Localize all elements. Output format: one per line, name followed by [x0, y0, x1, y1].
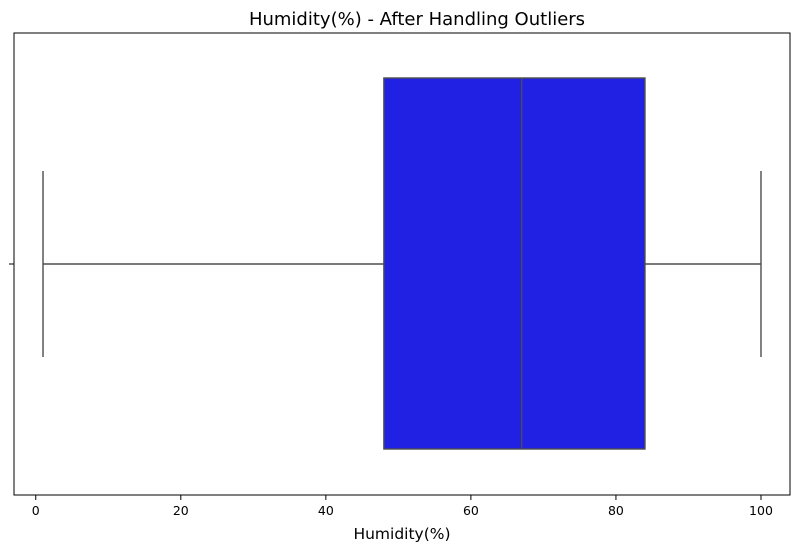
x-tick-label: 40	[318, 503, 334, 518]
x-axis-ticks: 0 20 40 60 80 100	[32, 495, 773, 518]
x-tick-label: 0	[32, 503, 40, 518]
x-tick-label: 100	[749, 503, 773, 518]
boxplot-series	[42, 77, 762, 450]
chart-title: Humidity(%) - After Handling Outliers	[249, 9, 585, 30]
x-tick-label: 80	[608, 503, 624, 518]
x-axis-label: Humidity(%)	[353, 525, 450, 543]
x-tick-label: 60	[463, 503, 479, 518]
x-tick-label: 20	[173, 503, 189, 518]
interquartile-box	[383, 77, 646, 450]
